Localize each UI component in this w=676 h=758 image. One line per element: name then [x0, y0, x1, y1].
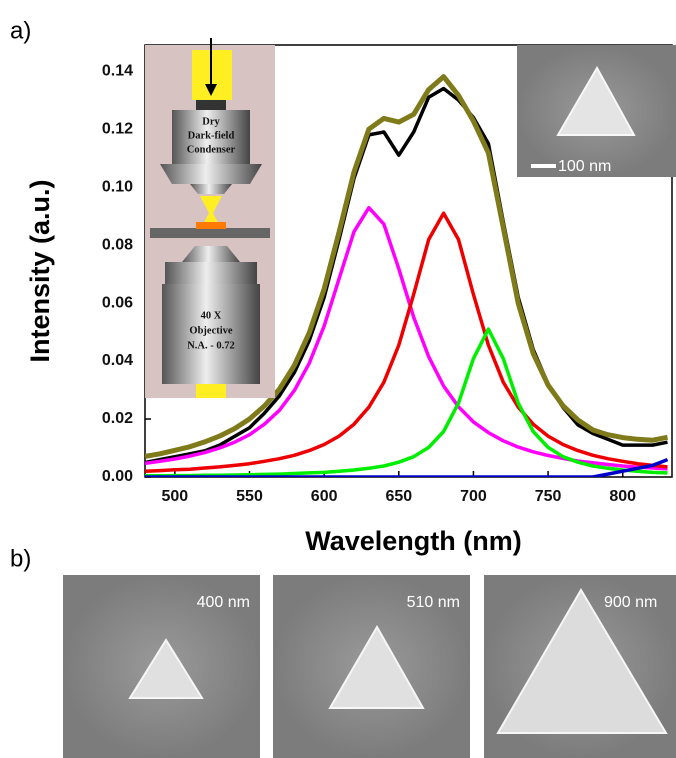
- sem-images: 400 nm 510 nm 900 nm: [63, 575, 676, 758]
- y-tick-label: 0.08: [102, 236, 133, 253]
- y-tick-label: 0.06: [102, 294, 133, 311]
- series-line: [145, 327, 668, 477]
- x-tick-label: 650: [385, 488, 412, 505]
- series-group: [145, 74, 669, 477]
- scale-bar-label: 100 nm: [558, 158, 611, 175]
- y-tick-label: 0.02: [102, 410, 133, 427]
- schematic-label: 40 X: [201, 310, 222, 321]
- x-tick-label: 550: [236, 488, 263, 505]
- y-axis-label: Intensity (a.u.): [25, 179, 55, 362]
- y-tick-label: 0.00: [102, 468, 133, 485]
- x-tick-label: 700: [460, 488, 487, 505]
- x-axis-label: Wavelength (nm): [305, 526, 522, 556]
- sem-size-label: 900 nm: [604, 594, 657, 611]
- x-tick-label: 600: [311, 488, 338, 505]
- schematic-inset: Dry Dark-field Condenser 40 X Objective …: [145, 38, 275, 398]
- panel-label: b): [10, 545, 31, 572]
- y-tick-label: 0.04: [102, 352, 133, 369]
- plot-area: 0.00 0.02 0.04 0.06 0.08 0.10 0.12 0.14 500 550 60…: [25, 44, 673, 556]
- y-tick-label: 0.12: [102, 120, 133, 137]
- schematic-label: Condenser: [187, 144, 236, 155]
- series-line: [145, 74, 668, 459]
- series-line: [145, 211, 668, 473]
- schematic-label: Objective: [189, 325, 232, 336]
- panel-label: a): [10, 17, 31, 44]
- schematic-label: Dark-field: [188, 130, 235, 141]
- schematic-label: N.A. - 0.72: [187, 340, 235, 351]
- sem-inset: 100 nm: [517, 45, 676, 177]
- schematic-label: Dry: [202, 116, 220, 127]
- y-tick-label: 0.10: [102, 178, 133, 195]
- x-tick-label: 500: [162, 488, 189, 505]
- sem-size-label: 510 nm: [407, 594, 460, 611]
- series-line: [145, 86, 668, 465]
- y-tick-label: 0.14: [102, 62, 133, 79]
- x-tick-label: 750: [535, 488, 562, 505]
- x-tick-label: 800: [609, 488, 636, 505]
- sem-size-label: 400 nm: [197, 594, 250, 611]
